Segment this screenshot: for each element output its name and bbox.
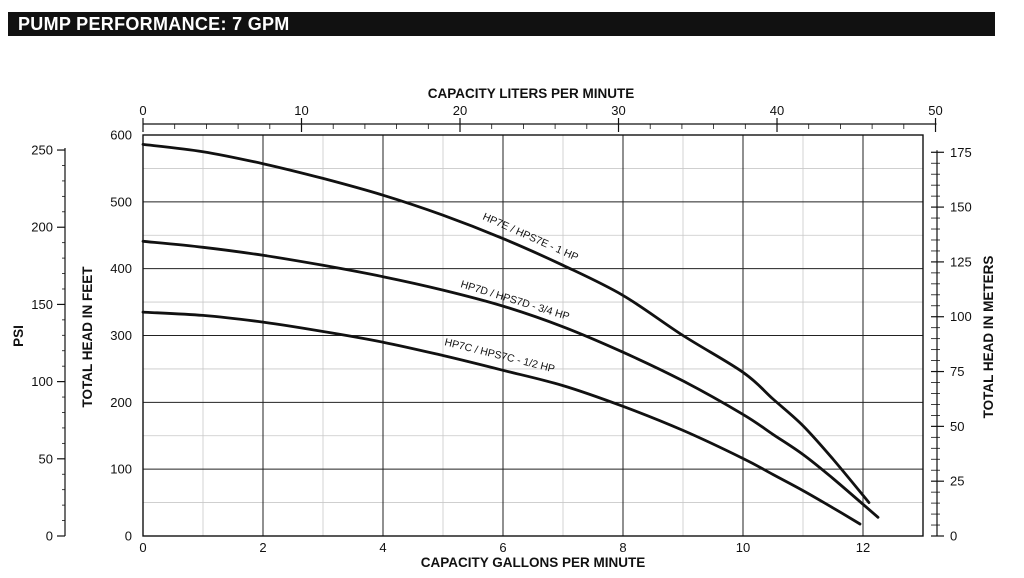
y-tick-label: 400 xyxy=(110,261,132,276)
y-tick-label: 200 xyxy=(110,395,132,410)
title-bar: PUMP PERFORMANCE: 7 GPM xyxy=(8,12,995,36)
x-tick-label: 6 xyxy=(499,540,506,555)
lpm-tick-label: 0 xyxy=(139,103,146,118)
meters-axis: 0 25 50 75 100 125 150 175 xyxy=(931,145,972,544)
series-curve xyxy=(141,239,880,519)
major-grid xyxy=(143,135,923,536)
top-axis-title: CAPACITY LITERS PER MINUTE xyxy=(428,86,635,101)
meters-axis-title: TOTAL HEAD IN METERS xyxy=(981,256,996,419)
lpm-tick-label: 40 xyxy=(770,103,784,118)
meters-tick-label: 100 xyxy=(950,309,972,324)
psi-tick-label: 0 xyxy=(46,529,53,544)
plot-frame xyxy=(142,134,924,537)
psi-axis-title: PSI xyxy=(11,325,26,347)
gpm-axis: 0 2 4 6 8 10 12 xyxy=(139,540,870,555)
psi-tick-label: 150 xyxy=(31,297,53,312)
page-title: PUMP PERFORMANCE: 7 GPM xyxy=(18,14,290,34)
y-tick-label: 500 xyxy=(110,194,132,209)
psi-tick-label: 250 xyxy=(31,143,53,158)
psi-tick-label: 200 xyxy=(31,220,53,235)
x-tick-label: 8 xyxy=(619,540,626,555)
series-label: HP7D / HPS7D - 3/4 HP xyxy=(459,278,571,323)
y-tick-label: 100 xyxy=(110,462,132,477)
x-tick-label: 4 xyxy=(379,540,386,555)
y-tick-label: 300 xyxy=(110,328,132,343)
lpm-tick-label: 20 xyxy=(453,103,467,118)
meters-tick-label: 125 xyxy=(950,254,972,269)
psi-tick-label: 100 xyxy=(31,374,53,389)
x-tick-label: 10 xyxy=(736,540,750,555)
meters-tick-label: 75 xyxy=(950,364,964,379)
meters-tick-label: 175 xyxy=(950,145,972,160)
x-tick-label: 12 xyxy=(856,540,870,555)
lpm-axis: 0 10 20 30 40 50 xyxy=(139,103,943,132)
psi-tick-label: 50 xyxy=(39,451,53,466)
lpm-tick-label: 50 xyxy=(928,103,942,118)
x-tick-label: 2 xyxy=(259,540,266,555)
series-curve xyxy=(141,310,862,526)
x-tick-label: 0 xyxy=(139,540,146,555)
series-label: HP7E / HPS7E - 1 HP xyxy=(481,211,580,264)
feet-axis: 0 100 200 300 400 500 600 xyxy=(110,128,132,544)
y-axis-title: TOTAL HEAD IN FEET xyxy=(80,266,95,408)
y-tick-label: 600 xyxy=(110,128,132,143)
psi-axis: 0 50 100 150 200 250 xyxy=(31,143,66,544)
lpm-tick-label: 10 xyxy=(294,103,308,118)
meters-tick-label: 150 xyxy=(950,200,972,215)
meters-tick-label: 25 xyxy=(950,474,964,489)
series-curve xyxy=(141,143,871,504)
y-tick-label: 0 xyxy=(125,529,132,544)
meters-tick-label: 0 xyxy=(950,529,957,544)
meters-tick-label: 50 xyxy=(950,419,964,434)
x-axis-title: CAPACITY GALLONS PER MINUTE xyxy=(421,555,646,570)
lpm-tick-label: 30 xyxy=(611,103,625,118)
